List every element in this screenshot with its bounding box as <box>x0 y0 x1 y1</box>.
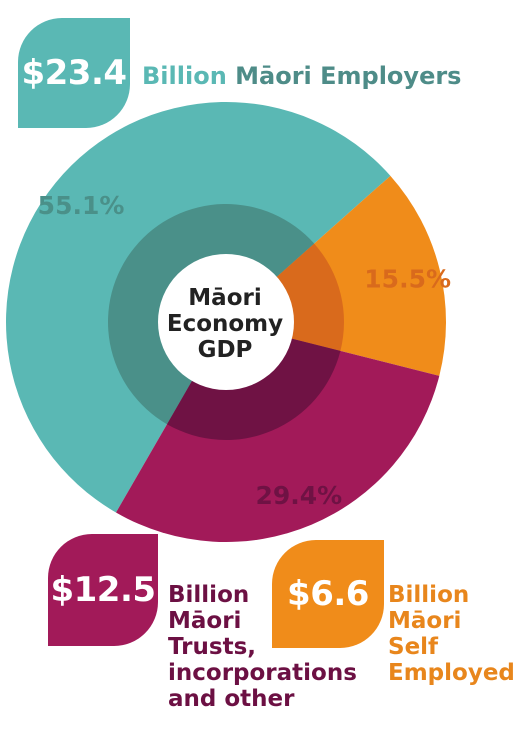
employers-label: Billion Māori Employers <box>142 63 461 89</box>
trusts-amount-badge: $12.5 <box>48 534 158 646</box>
trusts-label-line-5: and other <box>168 686 295 712</box>
percent-labels: 55.1% 15.5% 29.4% <box>38 191 451 510</box>
self-employed-label-line-2: Māori <box>388 608 462 634</box>
center-label-line-1: Māori <box>188 285 262 311</box>
percent-label-m-ori-trusts-incorporations-and-other: 29.4% <box>255 481 342 510</box>
trusts-label-line-1: Billion <box>168 582 250 608</box>
self-employed-amount-badge: $6.6 <box>272 540 384 648</box>
percent-label-m-ori-employers: 55.1% <box>38 191 125 220</box>
center-circle <box>158 254 294 390</box>
self-employed-label: Billion Māori Self Employed <box>388 582 515 686</box>
self-employed-label-line-3: Self <box>388 634 439 660</box>
trusts-label-line-3: Trusts, <box>168 634 256 660</box>
employers-desc: Māori Employers <box>235 62 462 90</box>
center-label-line-2: Economy <box>166 311 284 337</box>
trusts-label-line-4: incorporations <box>168 660 357 686</box>
trusts-label-line-2: Māori <box>168 608 242 634</box>
trusts-label: Billion Māori Trusts, incorporations and… <box>168 582 357 712</box>
employers-amount-badge: $23.4 <box>18 18 130 128</box>
percent-label-m-ori-self-employed: 15.5% <box>364 265 451 294</box>
self-employed-label-line-4: Employed <box>388 660 515 686</box>
center-label: Māori Economy GDP <box>160 285 290 363</box>
center-label-line-3: GDP <box>197 337 253 363</box>
self-employed-label-line-1: Billion <box>388 582 470 608</box>
employers-unit: Billion <box>142 62 227 90</box>
